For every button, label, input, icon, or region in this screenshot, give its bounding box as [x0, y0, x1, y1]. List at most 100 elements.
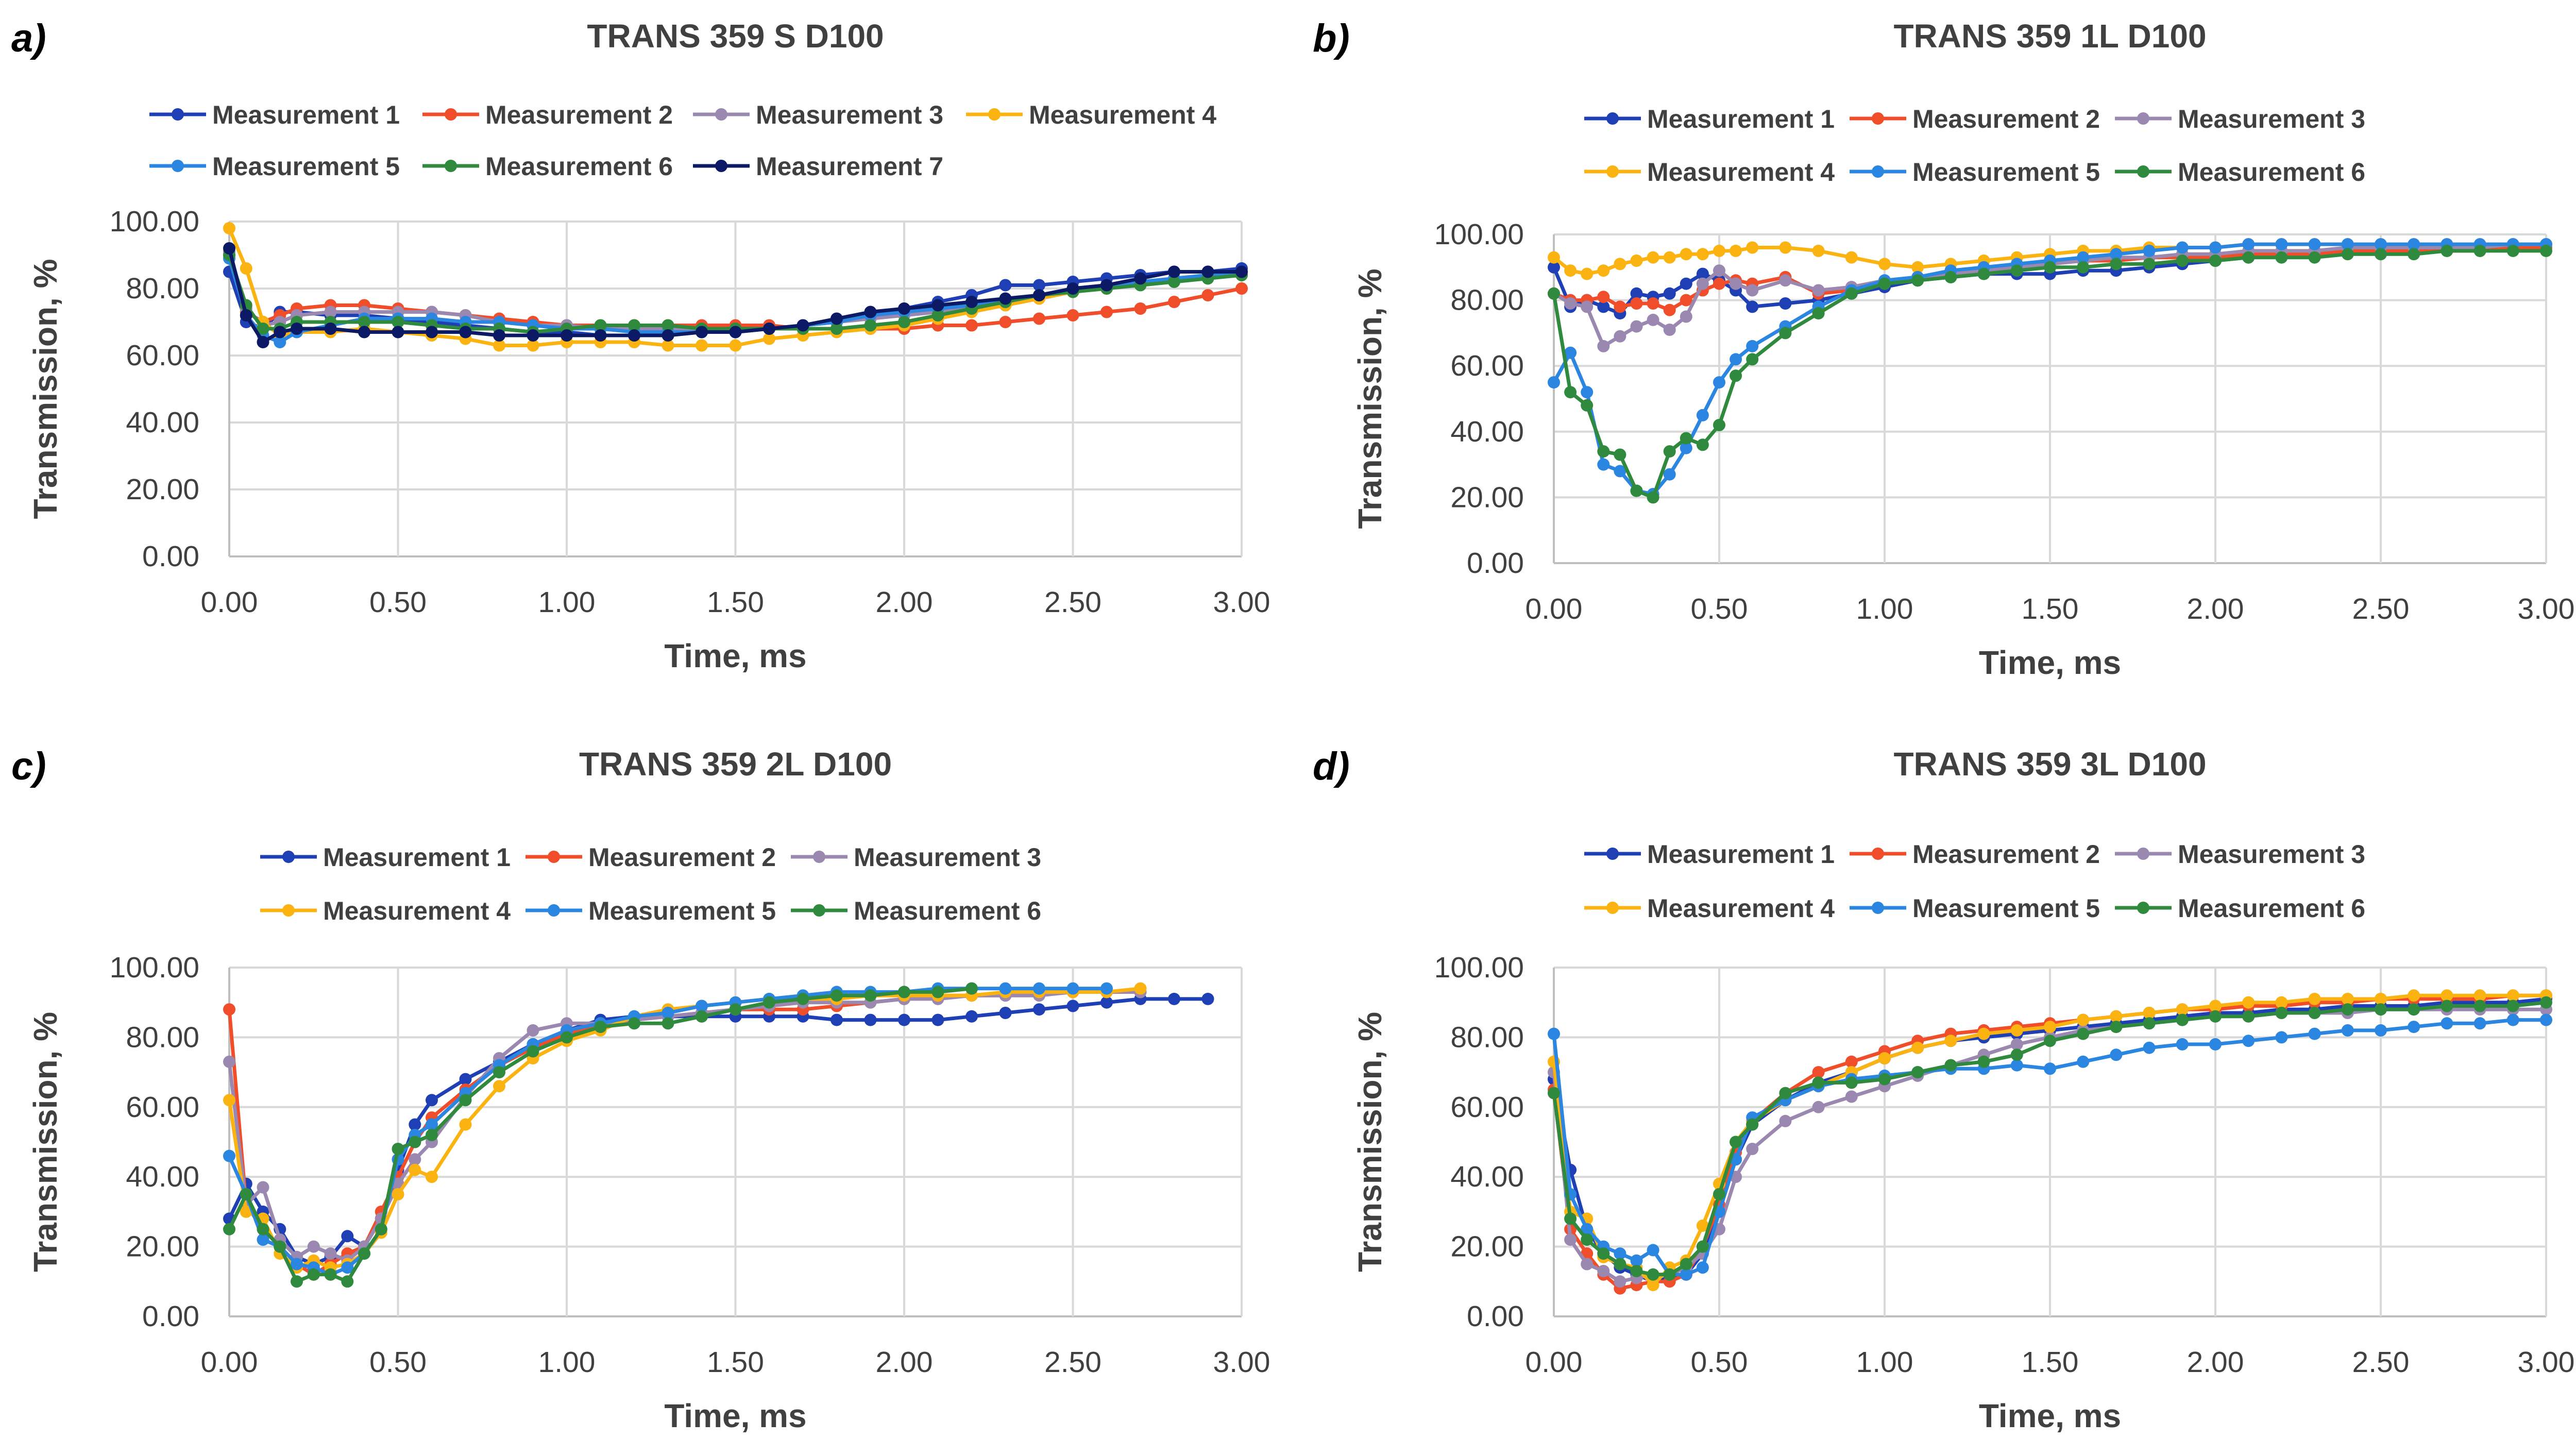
data-point: [2077, 1027, 2090, 1040]
series-3: [223, 986, 1147, 1267]
data-point: [965, 1010, 978, 1023]
x-tick-label: 2.00: [876, 1346, 933, 1379]
data-point: [796, 319, 809, 332]
data-point: [341, 1261, 354, 1274]
legend-entry: Measurement 2: [1850, 840, 2100, 869]
legend-marker: [548, 851, 560, 863]
data-point: [864, 989, 877, 1002]
x-tick-label: 1.00: [538, 586, 596, 619]
data-point: [426, 326, 438, 338]
data-point: [1730, 369, 1742, 382]
data-point: [1614, 465, 1626, 478]
data-point: [2176, 241, 2189, 254]
data-point: [662, 1017, 674, 1030]
data-point: [1845, 251, 1858, 264]
legend-label: Measurement 4: [1647, 158, 1835, 187]
data-point: [1647, 1279, 1659, 1292]
data-point: [392, 1143, 404, 1155]
x-tick-label: 1.50: [707, 1346, 764, 1379]
x-tick-label: 2.50: [2352, 1346, 2410, 1379]
data-point: [1548, 251, 1560, 264]
data-point: [1614, 1275, 1626, 1288]
data-point: [2308, 238, 2321, 251]
data-point: [898, 1013, 910, 1026]
data-point: [527, 339, 539, 352]
data-point: [1201, 265, 1214, 278]
data-point: [223, 1055, 235, 1068]
data-point: [392, 316, 404, 328]
data-point: [1581, 1258, 1594, 1271]
y-tick-label: 0.00: [142, 1300, 199, 1333]
data-point: [257, 1223, 269, 1235]
x-tick-label: 1.00: [1856, 1346, 1913, 1379]
y-tick-label: 80.00: [1450, 284, 1524, 317]
legend-marker: [1872, 848, 1884, 860]
x-tick-label: 0.50: [1691, 1346, 1748, 1379]
legend-marker: [172, 160, 184, 172]
legend-label: Measurement 4: [323, 896, 511, 925]
y-tick-label: 80.00: [126, 1021, 199, 1054]
y-tick-label: 40.00: [126, 406, 199, 439]
data-point: [2441, 1017, 2453, 1030]
data-point: [1730, 353, 1742, 366]
data-point: [1663, 445, 1676, 458]
data-point: [1696, 1240, 1709, 1253]
data-point: [2473, 1000, 2486, 1012]
data-point: [493, 1080, 505, 1093]
legend-marker: [445, 160, 457, 172]
data-point: [1713, 244, 1725, 257]
data-point: [2077, 251, 2090, 264]
data-point: [1630, 1265, 1643, 1277]
data-point: [2242, 1010, 2255, 1023]
data-point: [2110, 248, 2123, 261]
legend-entry: Measurement 6: [791, 896, 1041, 925]
data-point: [898, 302, 910, 315]
x-tick-label: 1.00: [538, 1346, 596, 1379]
data-point: [409, 1118, 421, 1131]
x-tick-label: 1.00: [1856, 592, 1913, 625]
data-point: [527, 1024, 539, 1037]
data-point: [2044, 1021, 2056, 1034]
data-point: [1100, 996, 1113, 1009]
x-tick-label: 0.50: [369, 1346, 427, 1379]
data-point: [1168, 296, 1180, 308]
data-point: [2010, 1024, 2023, 1037]
data-point: [527, 329, 539, 342]
legend-label: Measurement 2: [1912, 105, 2100, 133]
data-point: [1614, 1247, 1626, 1260]
data-point: [965, 319, 978, 332]
data-point: [1548, 1027, 1560, 1040]
data-point: [1746, 1143, 1759, 1155]
data-point: [1597, 264, 1610, 277]
legend-marker: [1606, 165, 1619, 178]
data-point: [307, 1268, 320, 1281]
data-point: [426, 1118, 438, 1131]
data-point: [2408, 1003, 2420, 1016]
data-point: [1944, 270, 1957, 283]
data-point: [1746, 300, 1759, 313]
data-point: [1630, 255, 1643, 267]
data-point: [561, 1031, 573, 1044]
chart-title: TRANS 359 1L D100: [1893, 18, 2206, 55]
x-tick-label: 2.00: [876, 586, 933, 619]
legend-marker: [1872, 902, 1884, 914]
data-point: [1647, 491, 1659, 504]
data-point: [1168, 992, 1180, 1005]
legend-marker: [1872, 165, 1884, 178]
x-tick-label: 0.00: [1526, 1346, 1583, 1379]
data-point: [1564, 264, 1577, 277]
data-point: [1730, 1136, 1742, 1148]
legend-marker: [2137, 165, 2149, 178]
data-point: [1581, 399, 1594, 412]
data-point: [2308, 251, 2321, 264]
panel-label: d): [1313, 744, 1350, 788]
y-tick-label: 0.00: [142, 540, 199, 573]
panel-label: b): [1313, 16, 1350, 60]
data-point: [729, 326, 742, 338]
data-point: [240, 309, 252, 321]
series-7: [223, 242, 1248, 348]
data-point: [1597, 300, 1610, 313]
data-point: [931, 1013, 944, 1026]
data-point: [2473, 1017, 2486, 1030]
data-point: [1564, 386, 1577, 399]
